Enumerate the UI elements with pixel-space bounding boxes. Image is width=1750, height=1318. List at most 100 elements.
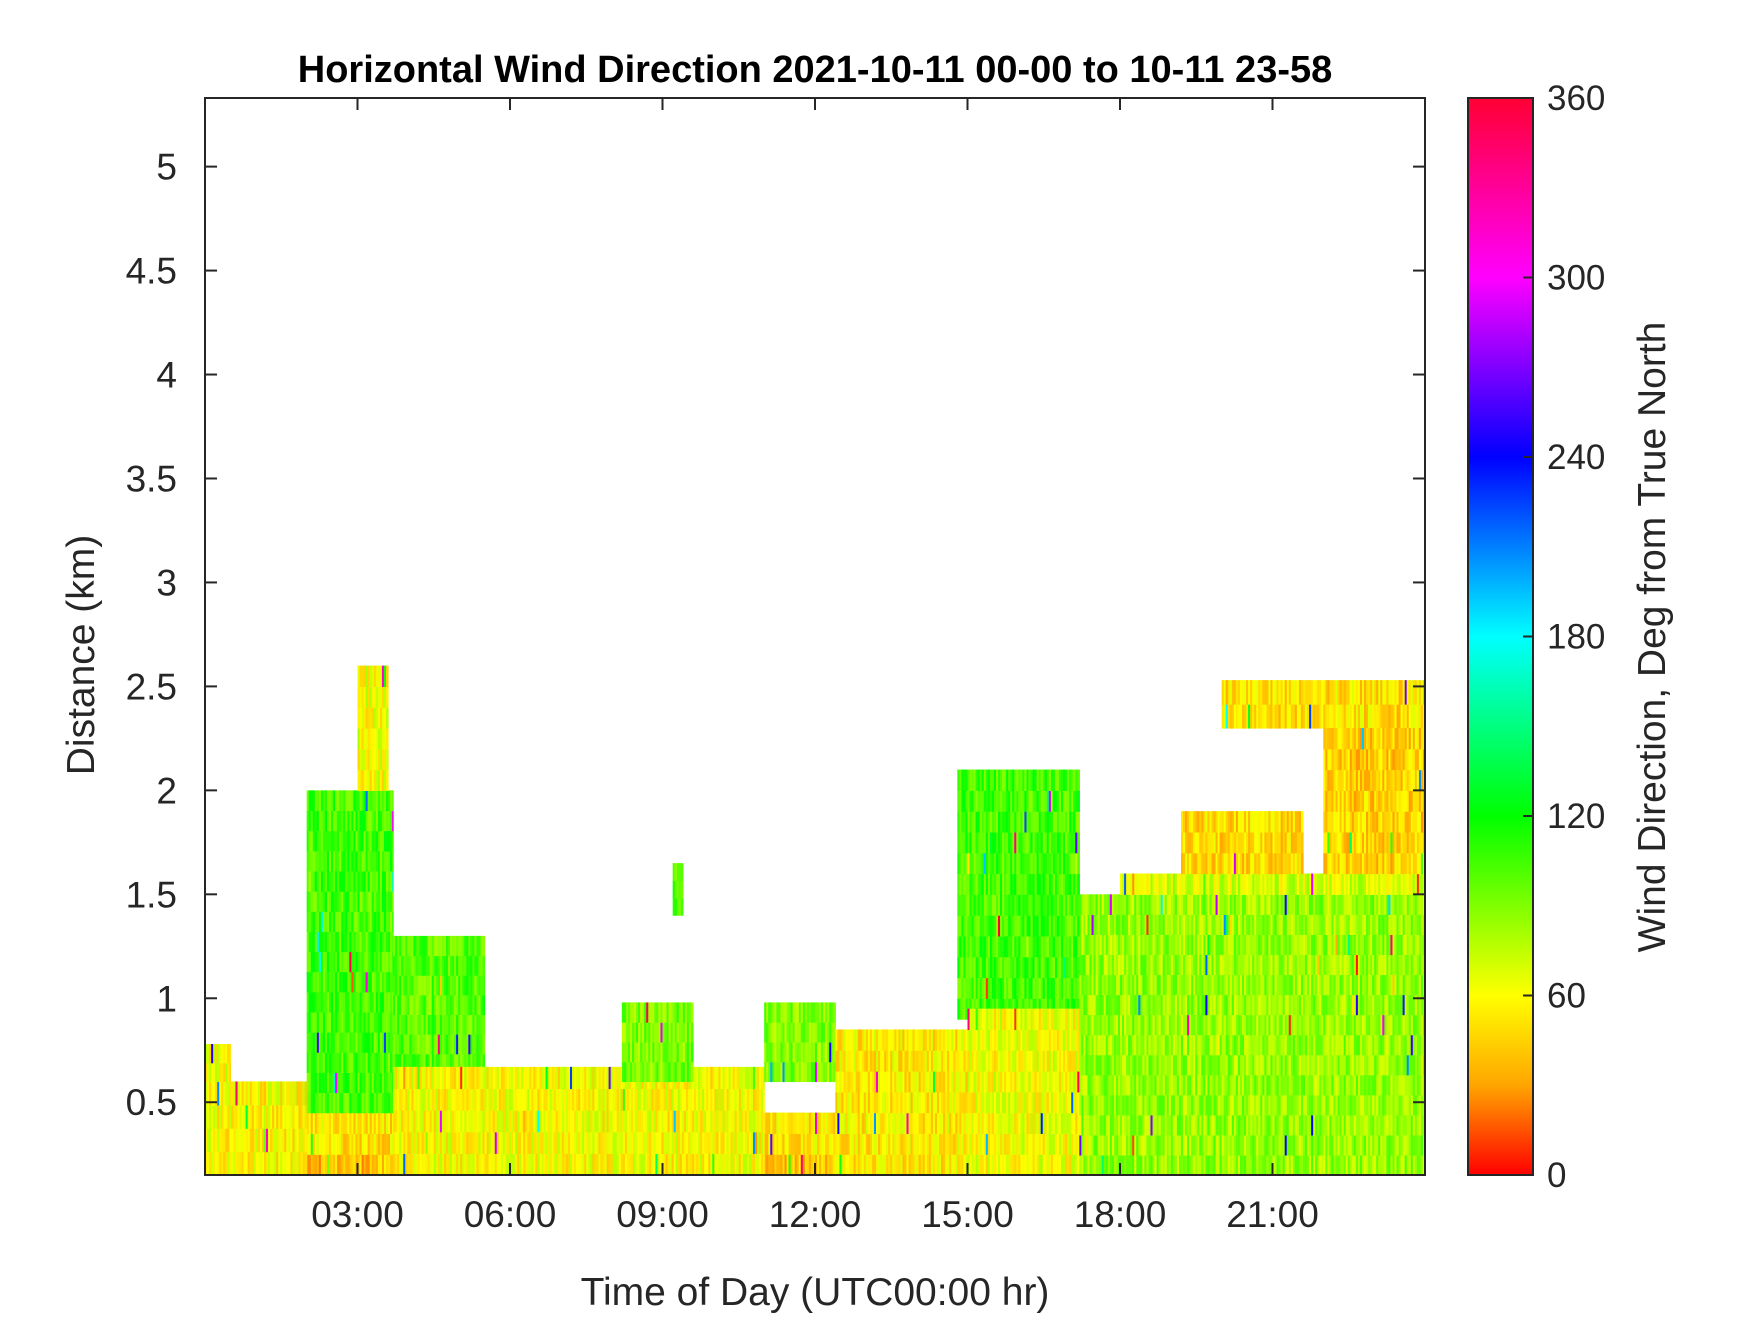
heat-cell [718,1110,722,1133]
heat-cell [790,1041,794,1063]
heat-cell [788,1002,792,1023]
heat-cell [229,1062,232,1083]
heat-cell [365,971,369,993]
heat-cell [423,1131,427,1154]
heat-cell [361,1133,365,1155]
heat-cell [377,707,381,729]
heat-cell [466,975,469,996]
heat-cell [549,1131,553,1154]
heat-cell [419,1066,423,1090]
heat-cell [405,1014,408,1035]
heat-cell [763,1066,765,1090]
heat-cell [337,911,340,932]
heat-cell [355,911,359,932]
heat-cell [665,1153,669,1175]
heat-cell [458,1014,461,1035]
heat-cell [588,1131,591,1154]
heat-cell [401,1014,404,1035]
heat-cell [561,1153,565,1175]
heat-cell [341,1072,344,1094]
heat-cell [957,915,960,937]
heat-cell [476,1131,480,1154]
heat-cell [231,1104,235,1129]
heat-cell [215,1128,218,1153]
heat-cell [716,1153,720,1175]
heat-cell [798,1133,802,1155]
heat-cell [734,1131,738,1154]
heat-cell [263,1128,267,1153]
heat-cell [225,1128,228,1153]
heat-cell [673,1153,677,1175]
heat-cell [373,1032,377,1053]
heat-cell [857,1154,861,1175]
heat-cell [375,830,379,852]
heat-cell [306,1032,310,1053]
heat-cell [955,1154,958,1175]
heat-cell [694,1153,697,1175]
heat-cell [466,1153,469,1175]
heat-cell [768,1154,771,1175]
heat-cell [381,686,385,708]
heat-cell [812,1041,816,1063]
heat-cell [902,1071,906,1093]
heat-cell [373,727,377,750]
heat-cell [443,1066,447,1090]
heat-cell [926,1133,930,1155]
heat-cell [655,1131,659,1154]
heat-cell [403,955,406,976]
heat-cell [865,1112,869,1135]
heat-cell [276,1081,279,1106]
heat-cell [377,830,381,852]
heat-cell [873,1112,877,1135]
heat-cell [827,1061,830,1083]
heat-cell [320,891,324,912]
heat-cell [537,1131,541,1154]
heat-cell [227,1104,230,1129]
heat-cell [375,707,379,729]
heat-cell [460,955,463,976]
heat-cell [671,1131,675,1154]
heat-cell [517,1131,520,1154]
heat-cell [890,1050,893,1072]
heat-cell [545,1131,549,1154]
heat-cell [329,991,332,1013]
heat-cell [730,1153,734,1175]
heat-cell [755,1066,758,1090]
heat-cell [652,1022,655,1043]
heat-cell [403,1053,406,1074]
heat-cell [343,850,346,872]
heat-cell [730,1088,734,1111]
heat-cell [464,1034,467,1055]
heat-cell [928,1154,932,1175]
heat-cell [333,790,336,812]
heat-cell [635,1088,638,1111]
heat-cell [339,850,342,872]
heat-cell [243,1081,247,1106]
heat-cell [245,1151,249,1175]
heat-cell [253,1081,257,1106]
heat-cell [890,1091,893,1114]
heat-cell [468,1034,471,1055]
heat-cell [399,1014,402,1035]
heat-cell [647,1110,650,1133]
heat-cell [533,1110,537,1133]
heat-cell [959,1091,962,1114]
heat-cell [673,1131,677,1154]
heat-cell [572,1131,575,1154]
heat-cell [529,1110,532,1133]
heat-cell [527,1066,530,1090]
heat-region [357,665,389,791]
heat-cell [288,1128,291,1153]
heat-cell [549,1066,553,1090]
heat-cell [688,1041,692,1063]
heat-cell [363,891,367,912]
heat-cell [620,1131,624,1154]
heat-cell [666,1061,670,1083]
heat-cell [375,748,379,771]
heat-cell [450,935,453,957]
heat-cell [861,1154,865,1175]
heat-cell [337,931,340,953]
heat-cell [955,1133,958,1155]
heat-cell [347,870,350,892]
heat-cell [429,1110,433,1133]
